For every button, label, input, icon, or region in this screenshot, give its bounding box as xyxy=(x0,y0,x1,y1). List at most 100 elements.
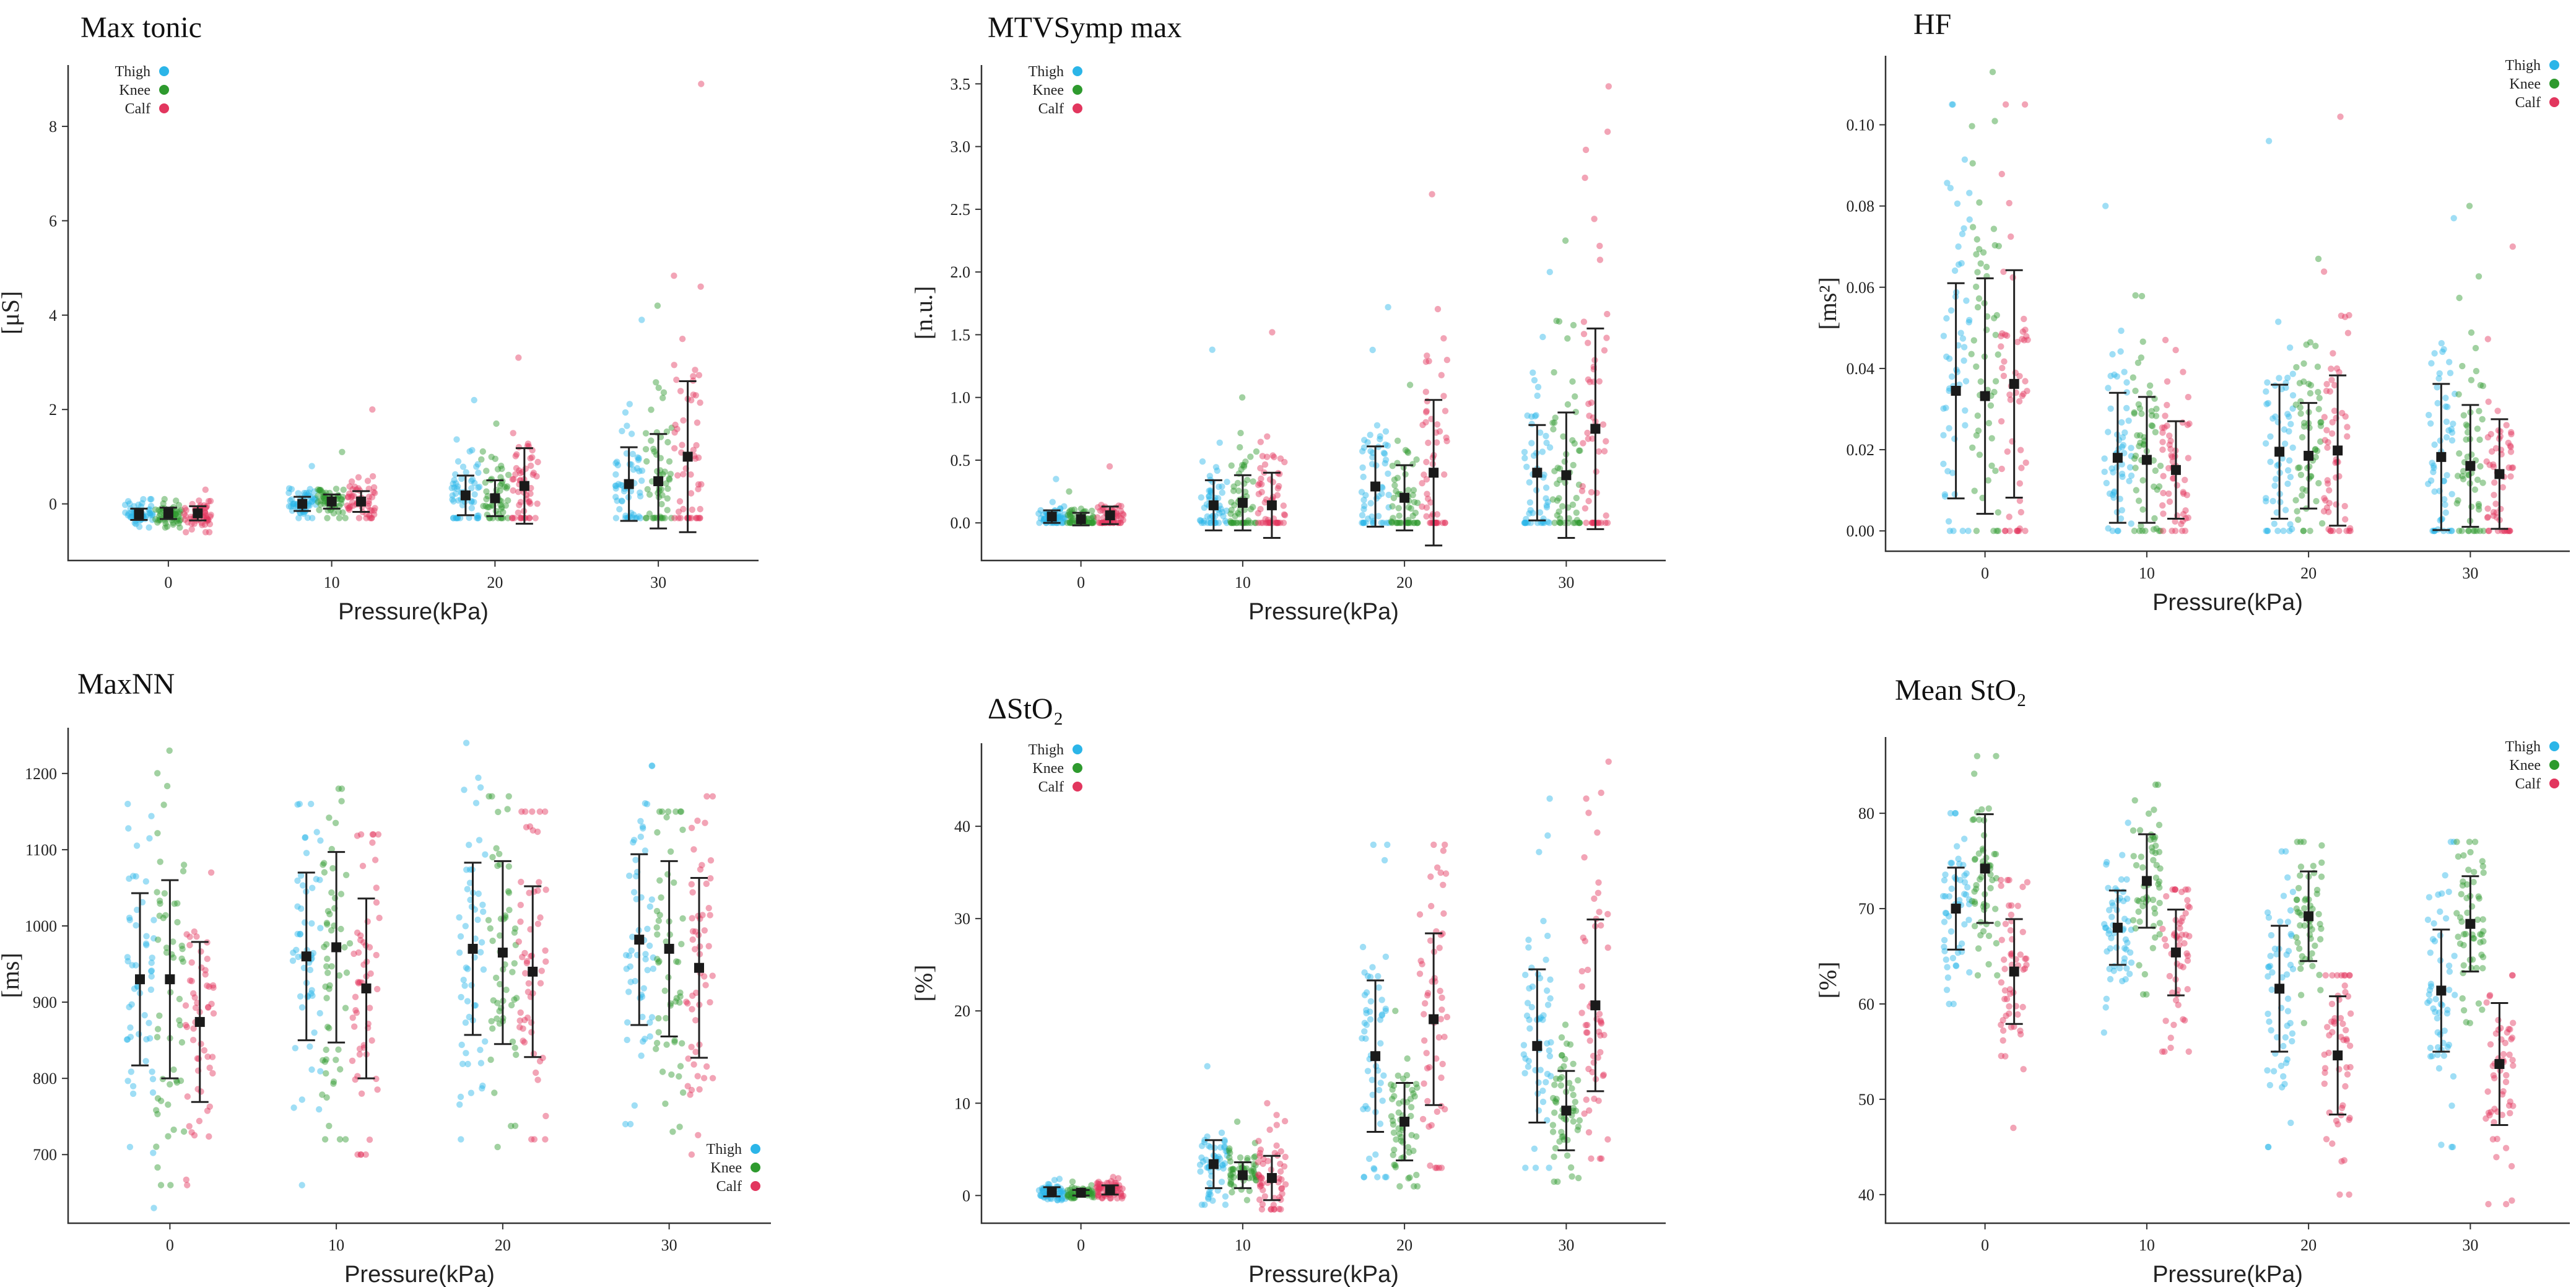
data-point xyxy=(1228,520,1235,526)
data-point xyxy=(2507,528,2513,534)
data-point xyxy=(1602,520,1609,526)
data-point xyxy=(496,850,503,858)
data-point xyxy=(309,992,316,999)
data-point xyxy=(1379,1097,1386,1104)
data-point xyxy=(2297,965,2304,972)
data-point xyxy=(2471,528,2478,534)
data-point xyxy=(2477,463,2484,470)
data-point xyxy=(2289,888,2297,896)
data-point xyxy=(456,1101,463,1108)
data-point xyxy=(1257,505,1264,513)
data-point xyxy=(2138,522,2144,530)
data-point xyxy=(303,489,310,497)
data-point xyxy=(1598,1020,1605,1027)
data-point xyxy=(1976,816,1983,823)
data-point xyxy=(1551,369,1557,376)
data-point xyxy=(509,969,516,975)
data-point xyxy=(534,500,541,507)
data-point xyxy=(147,986,155,993)
series-thigh xyxy=(1035,795,1554,1208)
data-point xyxy=(370,831,377,838)
mean-marker xyxy=(460,490,471,500)
data-point xyxy=(2161,424,2168,431)
data-point xyxy=(2136,918,2143,925)
data-point xyxy=(2452,992,2458,998)
data-point xyxy=(658,500,665,508)
data-point xyxy=(2505,464,2512,471)
data-point xyxy=(612,485,619,492)
data-point xyxy=(2490,463,2497,470)
y-tick-label: 0.10 xyxy=(1847,116,1875,134)
data-point xyxy=(2186,420,2193,427)
data-point xyxy=(1207,1144,1214,1151)
data-point xyxy=(1557,520,1564,526)
data-point xyxy=(1941,943,1947,951)
data-point xyxy=(701,927,708,934)
mean-marker xyxy=(653,476,664,486)
mean-marker xyxy=(2436,452,2447,462)
data-point xyxy=(199,521,206,528)
data-point xyxy=(1942,893,1949,900)
data-point xyxy=(2329,1029,2336,1036)
data-point xyxy=(2285,948,2292,954)
data-point xyxy=(166,747,173,754)
y-tick-label: 3.5 xyxy=(951,75,971,93)
y-tick-label: 3.0 xyxy=(951,138,971,156)
data-point xyxy=(296,800,303,808)
data-point xyxy=(666,476,673,483)
data-point xyxy=(463,739,470,746)
data-point xyxy=(366,1005,373,1011)
data-point xyxy=(671,515,678,521)
data-point xyxy=(2312,453,2319,461)
data-point xyxy=(146,1019,152,1026)
y-tick-label: 0.02 xyxy=(1847,441,1875,459)
data-point xyxy=(688,515,695,521)
data-point xyxy=(2424,916,2432,923)
data-point xyxy=(1543,432,1549,440)
x-axis-label: Pressure(kPa) xyxy=(344,1262,495,1287)
data-point xyxy=(2007,396,2014,403)
data-point xyxy=(2121,915,2128,922)
data-point xyxy=(1277,520,1284,526)
data-point xyxy=(1238,466,1245,473)
data-point xyxy=(149,1068,155,1075)
data-point xyxy=(1595,1097,1602,1104)
data-point xyxy=(309,884,316,891)
data-point xyxy=(2313,891,2320,897)
data-point xyxy=(1526,510,1533,517)
data-point xyxy=(1390,515,1396,521)
data-point xyxy=(188,513,194,520)
data-point xyxy=(503,987,510,993)
data-point xyxy=(676,1123,683,1130)
data-point xyxy=(2490,512,2497,519)
data-point xyxy=(2463,894,2470,902)
data-point xyxy=(2448,1102,2455,1109)
data-point xyxy=(306,502,313,509)
data-point xyxy=(655,1029,662,1036)
data-point xyxy=(2341,313,2349,320)
data-point xyxy=(1949,101,1956,108)
data-point xyxy=(156,1012,163,1019)
data-point xyxy=(1605,758,1612,766)
data-point xyxy=(667,848,674,855)
data-point xyxy=(347,503,354,510)
data-point xyxy=(2297,992,2305,998)
data-point xyxy=(181,505,188,512)
data-point xyxy=(192,1005,199,1011)
data-point xyxy=(1419,503,1425,510)
data-point xyxy=(126,1003,133,1011)
mean-marker xyxy=(134,509,144,520)
x-tick-label: 10 xyxy=(324,574,340,591)
data-point xyxy=(1233,520,1240,526)
data-point xyxy=(157,858,163,865)
data-point xyxy=(131,985,138,992)
data-point xyxy=(2479,954,2487,961)
data-point xyxy=(1550,425,1557,433)
data-point xyxy=(173,507,180,514)
data-point xyxy=(1556,1075,1564,1083)
data-point xyxy=(1216,483,1222,491)
data-point xyxy=(2140,440,2147,448)
mean-marker xyxy=(2333,1050,2343,1061)
data-point xyxy=(1411,520,1418,526)
